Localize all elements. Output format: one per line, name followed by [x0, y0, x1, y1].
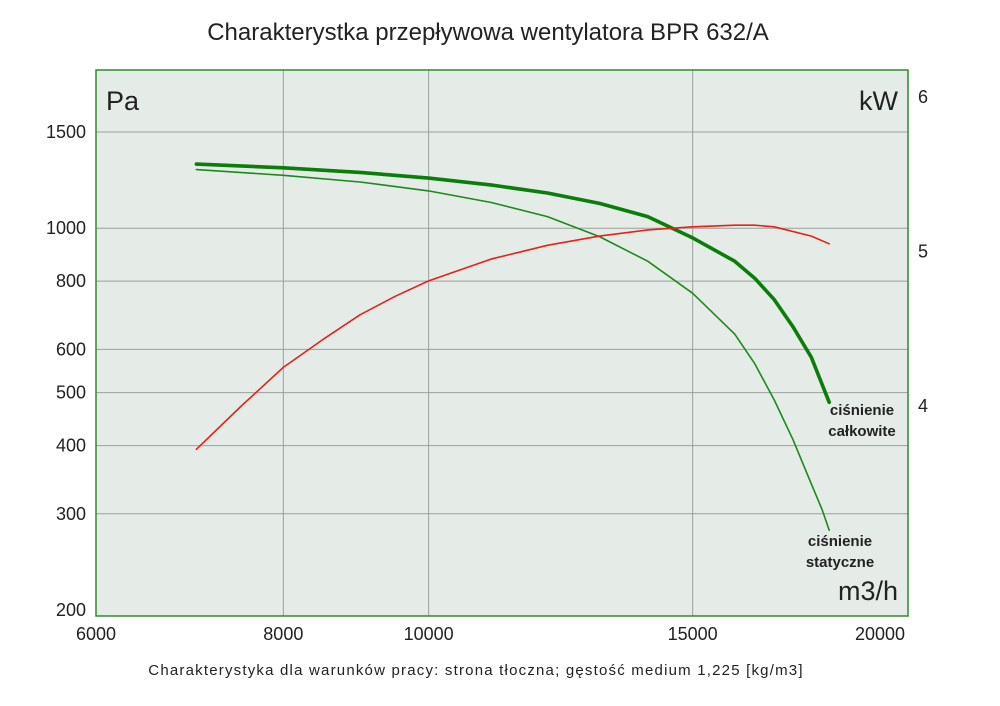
y2-axis-ticks: 4 5 6: [918, 87, 928, 416]
y-tick-label: 600: [56, 339, 86, 359]
static-pressure-line: [195, 168, 831, 532]
series-group: [194, 162, 832, 532]
y-tick-label: 300: [56, 504, 86, 524]
y-tick-label: 1500: [46, 122, 86, 142]
y2-tick-label: 4: [918, 396, 928, 416]
y2-tick-label: 5: [918, 242, 928, 262]
y-tick-label: 400: [56, 436, 86, 456]
chart-footnote: Charakterystyka dla warunków pracy: stro…: [148, 662, 803, 679]
y-tick-label: 200: [56, 600, 86, 620]
grid-lines: [96, 70, 908, 616]
y2-axis-unit: kW: [859, 86, 899, 116]
y-axis-ticks: 200 300 400 500 600 800 1000 1500: [46, 122, 86, 620]
x-tick-label: 10000: [404, 624, 454, 644]
y-tick-label: 500: [56, 383, 86, 403]
y-tick-label: 1000: [46, 218, 86, 238]
y-tick-label: 800: [56, 271, 86, 291]
x-axis-ticks: 6000 8000 10000 15000 20000: [76, 624, 905, 644]
x-tick-label: 6000: [76, 624, 116, 644]
y2-tick-label: 6: [918, 87, 928, 107]
x-tick-label: 8000: [263, 624, 303, 644]
x-tick-label: 20000: [855, 624, 905, 644]
plot-area: [96, 70, 908, 616]
total-pressure-line: [194, 162, 832, 405]
static-pressure-label-line2: statyczne: [806, 554, 874, 571]
chart-title: Charakterystka przepływowa wentylatora B…: [207, 19, 769, 46]
plot-frame: [95, 69, 909, 617]
power-line: [195, 224, 831, 451]
y-axis-unit: Pa: [106, 86, 140, 116]
total-pressure-label-line1: ciśnienie: [830, 402, 894, 419]
static-pressure-label-line1: ciśnienie: [808, 533, 872, 550]
total-pressure-label-line2: całkowite: [828, 423, 896, 440]
x-tick-label: 15000: [668, 624, 718, 644]
x-axis-unit: m3/h: [838, 576, 898, 606]
